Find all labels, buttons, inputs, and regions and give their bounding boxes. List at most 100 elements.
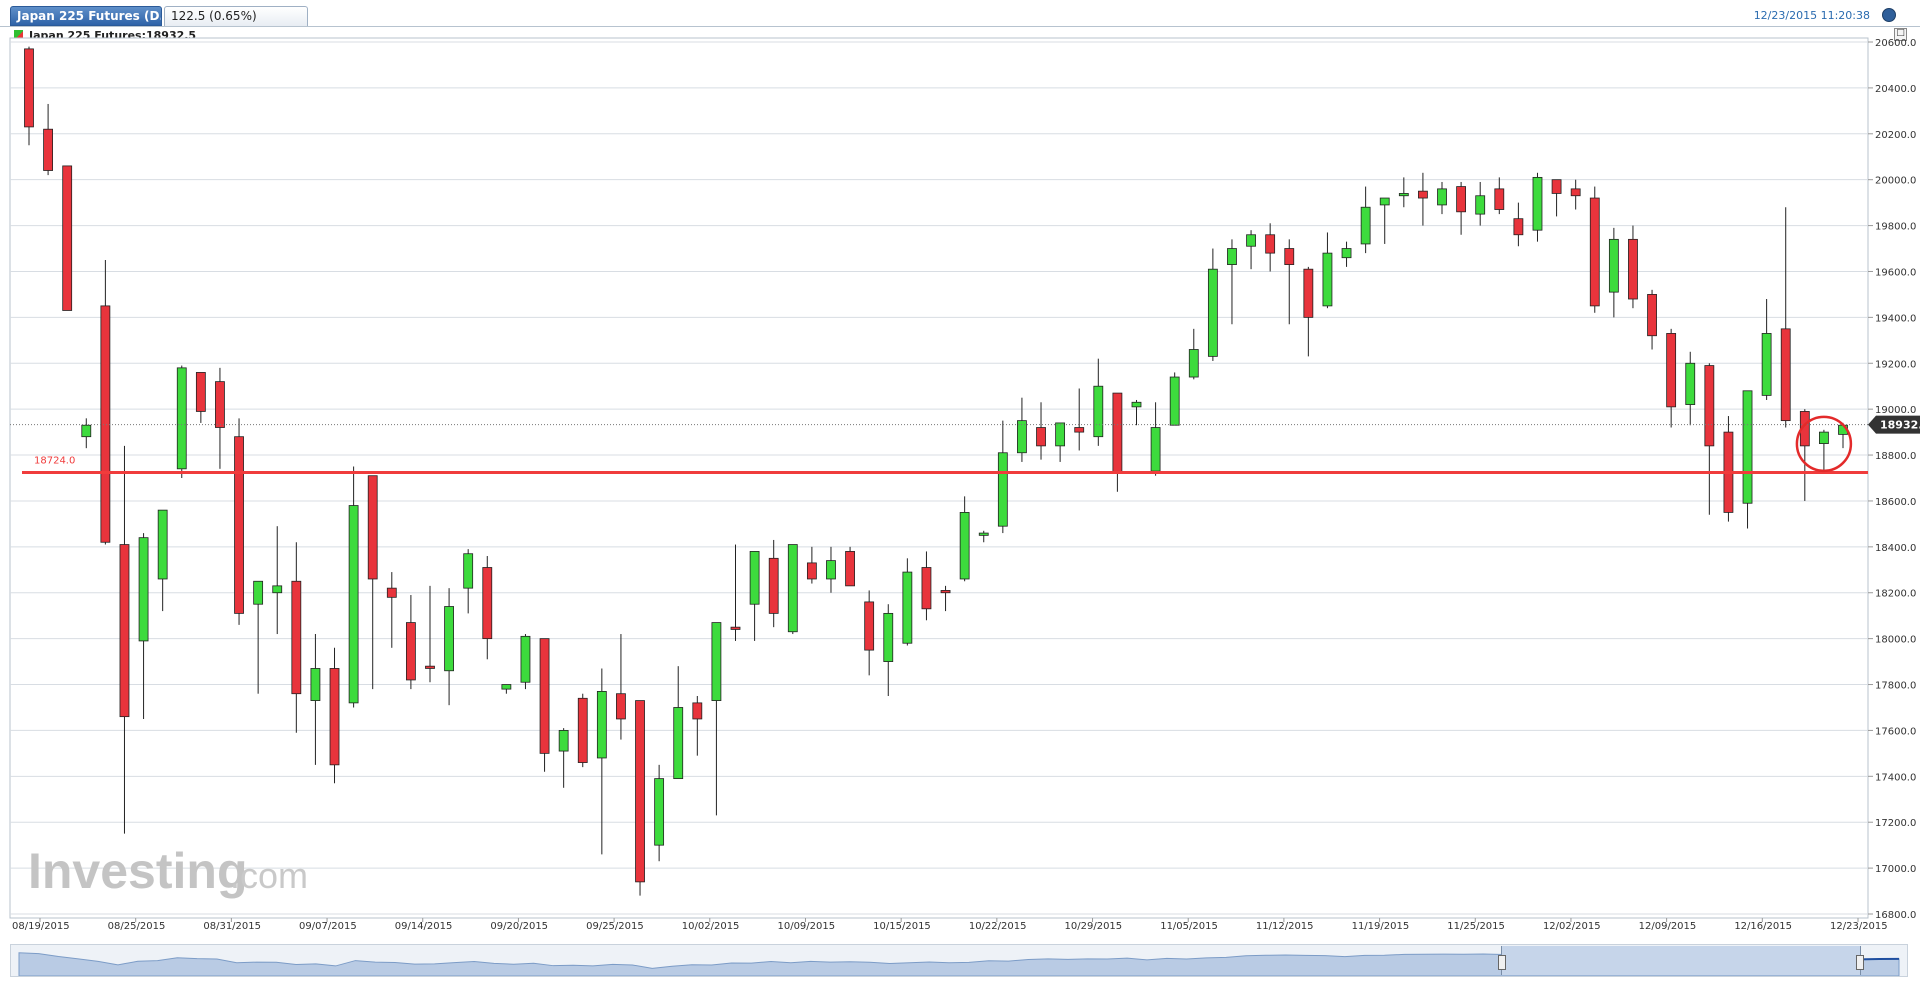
x-tick-label: 08/25/2015 <box>108 921 166 932</box>
x-tick-label: 10/22/2015 <box>969 921 1027 932</box>
navigator-right-handle[interactable] <box>1856 955 1864 970</box>
y-tick-label: 17000.0 <box>1875 864 1916 875</box>
y-tick-label: 19200.0 <box>1875 359 1916 370</box>
candle-body <box>1589 197 1600 307</box>
candle-body <box>24 48 34 128</box>
plot-frame <box>9 37 1869 919</box>
candle-body <box>1227 248 1237 265</box>
candle-body <box>654 778 665 846</box>
candle-body <box>1398 193 1409 197</box>
candle-body <box>1131 401 1142 408</box>
candle-body <box>329 668 340 766</box>
candle-body <box>367 475 378 580</box>
x-tick-label: 10/15/2015 <box>873 921 931 932</box>
clock-icon[interactable] <box>1882 8 1896 22</box>
candle-body <box>348 505 359 704</box>
candle-body <box>405 622 416 681</box>
candle-body <box>558 730 569 752</box>
candle-body <box>501 684 512 690</box>
candle-body <box>806 562 817 580</box>
candle-body <box>1761 333 1772 396</box>
tab-price-change[interactable]: 122.5 (0.65%) <box>164 6 308 26</box>
x-tick-label: 08/19/2015 <box>12 921 70 932</box>
candle-body <box>1475 195 1486 215</box>
watermark-light: .com <box>230 855 308 896</box>
candle-body <box>1074 427 1085 433</box>
candle-body <box>577 697 588 763</box>
candle-body <box>310 668 321 701</box>
x-tick-label: 11/19/2015 <box>1352 921 1410 932</box>
candle-body <box>1532 176 1543 231</box>
candle-body <box>119 544 130 718</box>
timestamp: 12/23/2015 11:20:38 <box>1753 9 1870 22</box>
candle-body <box>826 560 836 580</box>
candle-body <box>386 587 397 598</box>
x-tick-label: 10/29/2015 <box>1065 921 1123 932</box>
candle-body <box>864 601 875 651</box>
y-tick-label: 19800.0 <box>1875 222 1916 233</box>
candle-body <box>1379 197 1390 206</box>
candle-body <box>1017 420 1027 454</box>
y-tick-label: 18600.0 <box>1875 497 1916 508</box>
x-tick-label: 09/14/2015 <box>395 921 453 932</box>
candle-body <box>1418 190 1428 199</box>
candle-body <box>195 372 206 412</box>
highlight-circle <box>1795 415 1853 473</box>
candle-body <box>62 165 73 311</box>
candle-body <box>1322 252 1333 307</box>
candle-body <box>997 452 1008 527</box>
candle-body <box>157 509 168 580</box>
candle-body <box>1513 218 1524 236</box>
candle-body <box>1628 238 1638 300</box>
x-tick-label: 12/23/2015 <box>1830 921 1888 932</box>
candle-body <box>444 606 454 672</box>
candle-body <box>749 551 760 605</box>
candle-body <box>43 128 53 171</box>
candle-body <box>1437 188 1447 206</box>
y-tick-label: 17200.0 <box>1875 818 1916 829</box>
candlestick-chart: 16800.0 17000.0 17200.0 17400.0 17600.0 17800… <box>9 37 1920 932</box>
candle-body <box>1570 188 1581 197</box>
x-tick-label: 11/05/2015 <box>1160 921 1218 932</box>
candle-body <box>940 590 951 594</box>
y-tick-label: 20400.0 <box>1875 84 1916 95</box>
y-tick-label: 19400.0 <box>1875 313 1916 324</box>
candle-body <box>1360 206 1371 245</box>
candle-body <box>1150 427 1161 472</box>
top-bar: Japan 225 Futures (D... 122.5 (0.65%) 12… <box>0 0 1920 27</box>
candle-body <box>921 567 932 610</box>
candle-body <box>1456 186 1467 213</box>
navigator-scrollbar[interactable] <box>10 944 1908 977</box>
candle-body <box>883 612 894 662</box>
x-tick-label: 10/02/2015 <box>682 921 740 932</box>
candle-body <box>176 367 187 470</box>
candle-body <box>1246 234 1256 247</box>
candle-body <box>673 707 684 780</box>
candle-body <box>1742 390 1753 504</box>
tab-instrument[interactable]: Japan 225 Futures (D... <box>10 6 162 26</box>
candle-body <box>635 700 645 883</box>
candle-body <box>1647 294 1657 337</box>
x-tick-label: 08/31/2015 <box>203 921 261 932</box>
last-price-arrow <box>1868 415 1876 434</box>
candle-body <box>1055 422 1066 447</box>
candle-body <box>768 557 779 614</box>
candle-body <box>234 436 244 614</box>
x-tick-label: 09/25/2015 <box>586 921 644 932</box>
overlays: 18724.0 18932.5 <box>10 415 1920 474</box>
navigator-window[interactable] <box>1498 946 1864 975</box>
maximize-icon[interactable]: □ <box>1894 28 1907 41</box>
x-tick-label: 11/12/2015 <box>1256 921 1314 932</box>
candle-body <box>978 532 989 536</box>
y-tick-label: 18400.0 <box>1875 543 1916 554</box>
y-tick-label: 19600.0 <box>1875 267 1916 278</box>
candle-legend-icon <box>14 30 23 41</box>
candle-body <box>81 424 92 438</box>
x-tick-label: 09/07/2015 <box>299 921 357 932</box>
candle-body <box>1036 427 1046 447</box>
y-tick-label: 18800.0 <box>1875 451 1916 462</box>
y-tick-label: 16800.0 <box>1875 910 1916 921</box>
x-tick-label: 10/09/2015 <box>777 921 835 932</box>
navigator-left-handle[interactable] <box>1498 955 1506 970</box>
candle-body <box>1494 188 1505 210</box>
